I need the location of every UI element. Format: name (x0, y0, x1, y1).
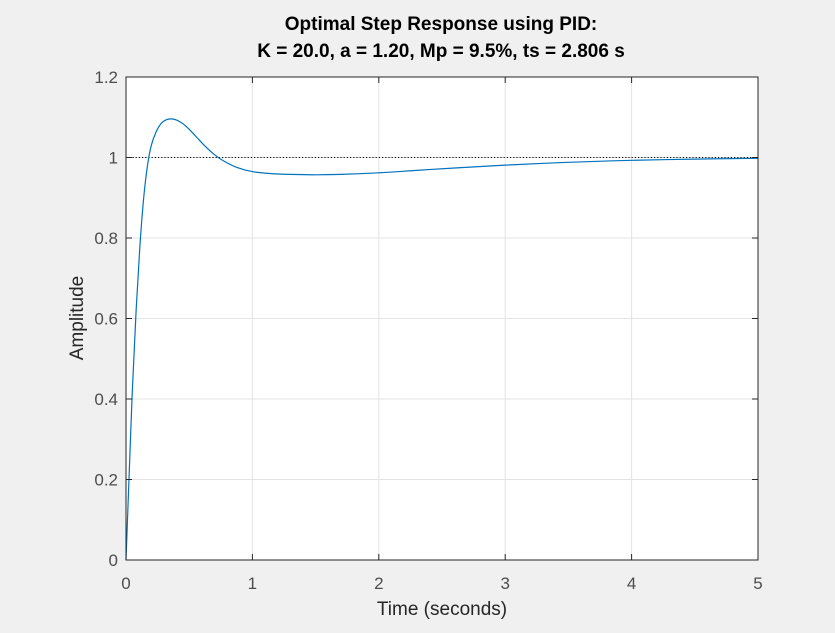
x-tick-label: 2 (374, 574, 383, 593)
y-tick-label: 1.2 (94, 68, 118, 87)
x-tick-label: 5 (753, 574, 762, 593)
x-tick-label: 3 (500, 574, 509, 593)
series-layer (125, 118, 759, 561)
y-tick-label: 0 (109, 551, 118, 570)
tick-layer: 0 1 2 3 4 5 0 0.2 0.4 0.6 0.8 1 1.2 (94, 68, 762, 593)
y-tick-label: 0.4 (94, 390, 118, 409)
x-tick-label: 0 (121, 574, 130, 593)
chart-title-line2: K = 20.0, a = 1.20, Mp = 9.5%, ts = 2.80… (257, 41, 625, 62)
chart-title-line1: Optimal Step Response using PID: (285, 14, 598, 35)
step-response-line (125, 118, 759, 561)
x-tick-label: 1 (248, 574, 257, 593)
y-axis-label: Amplitude (67, 276, 88, 361)
y-tick-label: 0.6 (94, 310, 118, 329)
y-tick-label: 0.2 (94, 471, 118, 490)
y-tick-label: 0.8 (94, 229, 118, 248)
x-tick-label: 4 (627, 574, 636, 593)
x-axis-label: Time (seconds) (377, 599, 507, 620)
y-tick-label: 1 (109, 149, 118, 168)
